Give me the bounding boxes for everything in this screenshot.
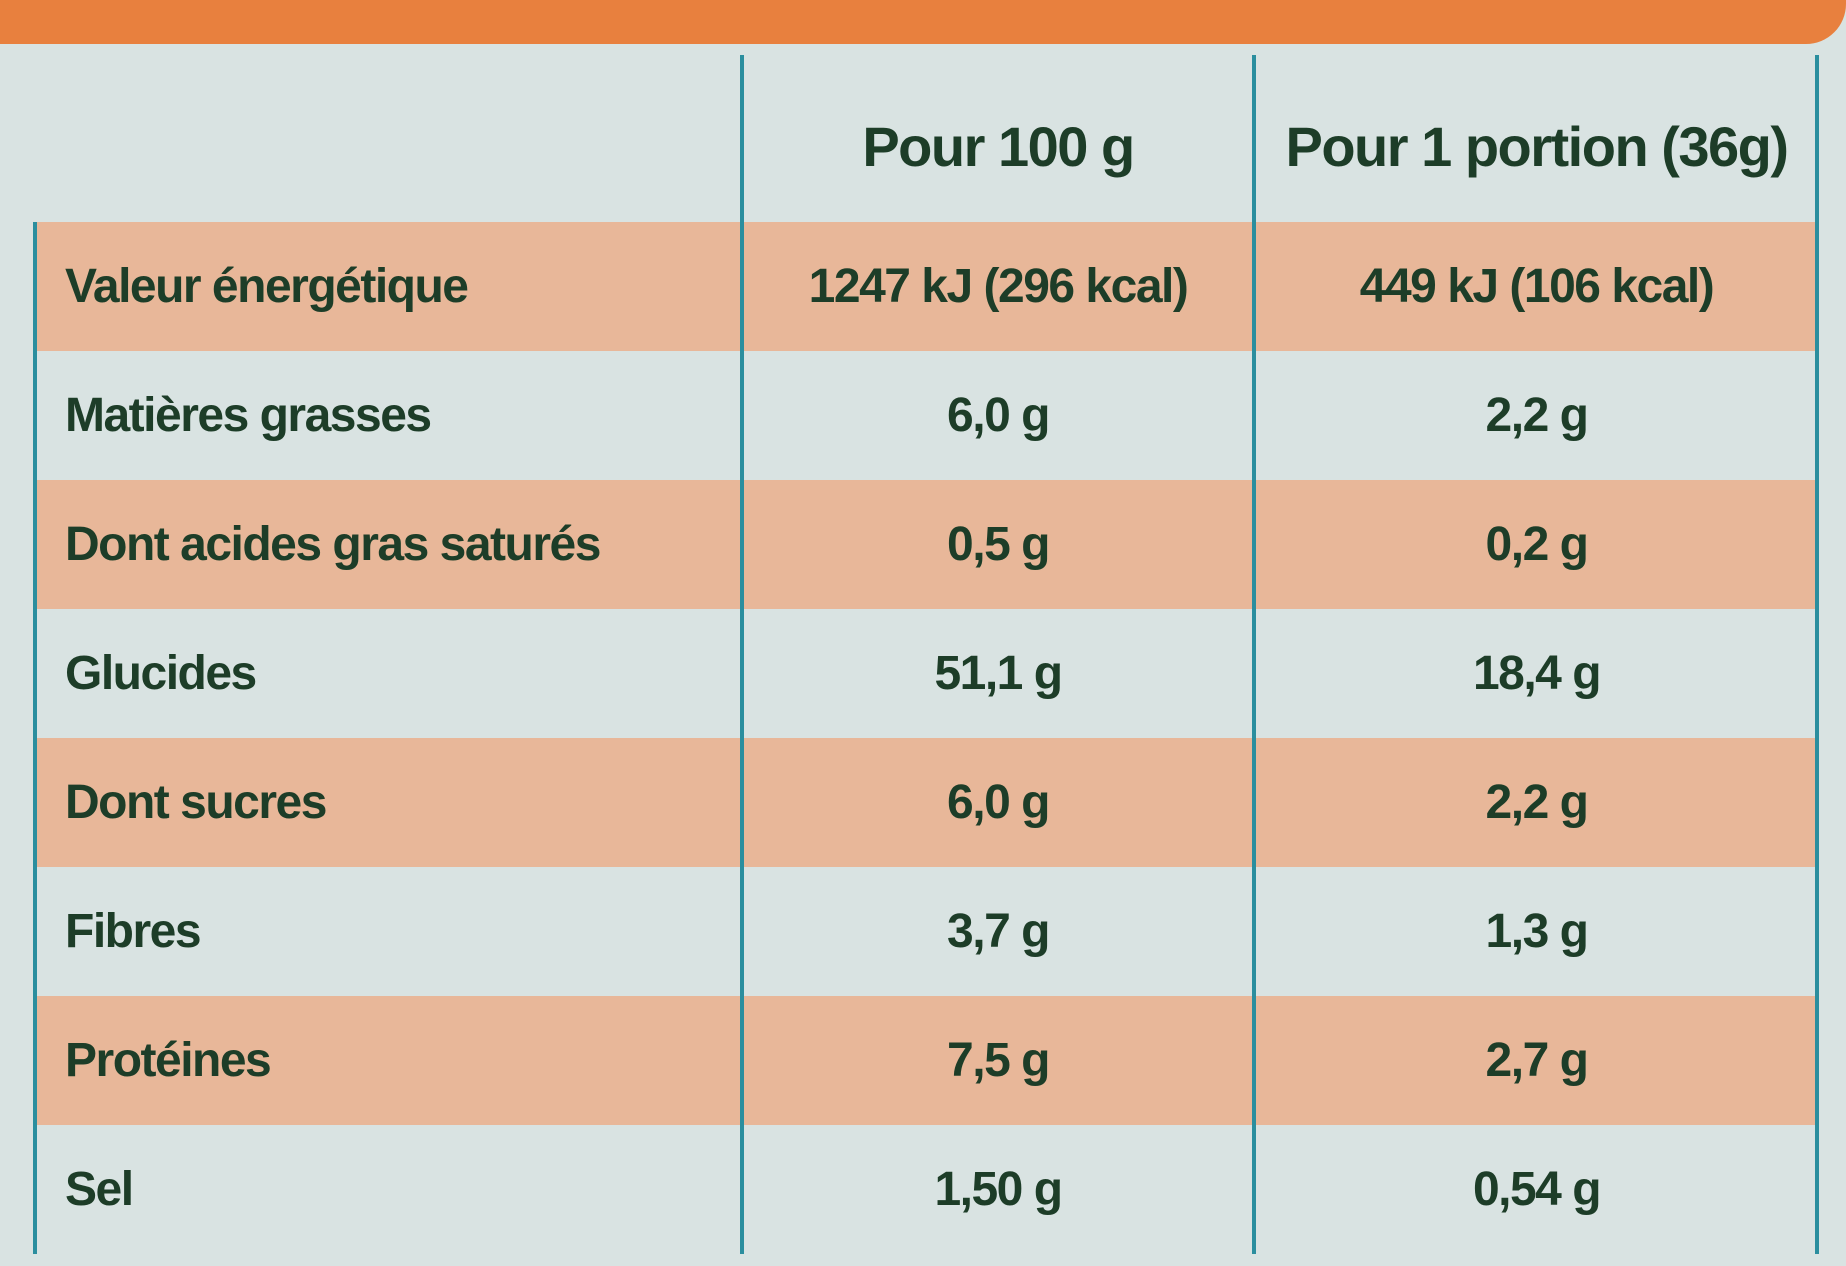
nutrient-label: Dont sucres xyxy=(65,776,327,829)
nutrient-value: 1,3 g xyxy=(1485,905,1589,958)
table-row xyxy=(35,222,1819,351)
nutrient-value: 2,2 g xyxy=(1485,776,1589,829)
column-header: Pour 1 portion (36g) xyxy=(1285,114,1790,178)
nutrient-value: 18,4 g xyxy=(1472,647,1602,700)
nutrient-value: 449 kJ (106 kcal) xyxy=(1359,260,1715,313)
nutrient-value: 1,50 g xyxy=(934,1163,1063,1216)
orange-band xyxy=(0,0,1846,44)
nutrient-value: 2,7 g xyxy=(1485,1034,1589,1087)
nutrient-label: Matières grasses xyxy=(65,389,432,442)
nutrient-value: 0,2 g xyxy=(1485,518,1589,571)
nutrient-label: Valeur énergétique xyxy=(65,260,469,313)
table-row xyxy=(35,996,1819,1125)
column-divider xyxy=(740,55,744,1254)
nutrient-value: 0,5 g xyxy=(947,518,1050,571)
column-header: Pour 100 g xyxy=(862,114,1135,178)
column-divider xyxy=(33,222,37,1254)
nutrient-label: Dont acides gras saturés xyxy=(65,518,601,571)
nutrient-label: Glucides xyxy=(65,647,257,700)
nutrient-value: 51,1 g xyxy=(934,647,1063,700)
nutrient-value: 7,5 g xyxy=(947,1034,1050,1087)
nutrient-value: 0,54 g xyxy=(1472,1163,1602,1216)
column-divider xyxy=(1252,55,1256,1254)
column-divider xyxy=(1815,55,1819,1254)
nutrient-value: 3,7 g xyxy=(947,905,1050,958)
table-row xyxy=(35,738,1819,867)
nutrient-value: 6,0 g xyxy=(947,776,1050,829)
nutrient-value: 6,0 g xyxy=(947,389,1050,442)
table-row xyxy=(35,480,1819,609)
nutrient-label: Sel xyxy=(65,1163,134,1216)
nutrient-label: Protéines xyxy=(65,1034,272,1087)
nutrient-value: 2,2 g xyxy=(1485,389,1589,442)
nutrient-value: 1247 kJ (296 kcal) xyxy=(808,260,1189,313)
nutrient-label: Fibres xyxy=(65,905,202,958)
